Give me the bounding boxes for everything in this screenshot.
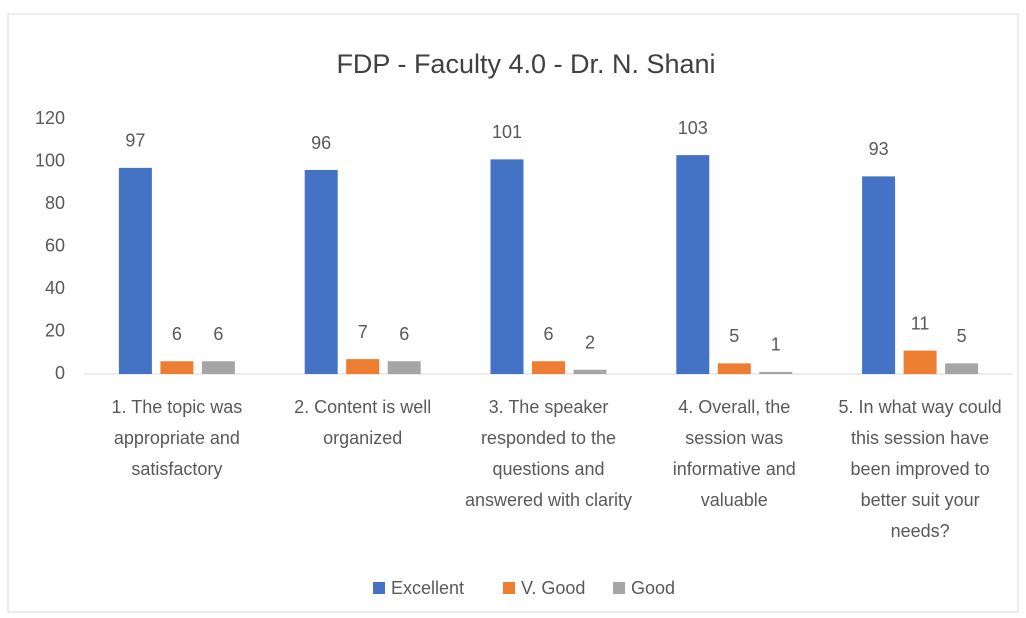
data-label: 6 — [172, 324, 182, 344]
bar — [573, 369, 607, 374]
bar — [862, 176, 896, 374]
data-label: 6 — [543, 324, 553, 344]
bar — [201, 361, 235, 374]
data-label: 1 — [771, 335, 781, 355]
bar — [346, 359, 380, 374]
data-label: 103 — [678, 118, 708, 138]
legend-swatch — [503, 582, 515, 594]
data-label: 5 — [957, 326, 967, 346]
data-label: 7 — [358, 322, 368, 342]
x-tick-label: 3. The speaker responded to the question… — [464, 397, 633, 510]
data-label: 93 — [869, 139, 889, 159]
legend-label: V. Good — [521, 578, 585, 598]
y-tick-label: 60 — [45, 235, 65, 255]
y-tick-label: 80 — [45, 193, 65, 213]
y-tick-label: 100 — [35, 150, 65, 170]
legend-label: Excellent — [391, 578, 464, 598]
y-tick-label: 0 — [55, 363, 65, 383]
legend-swatch — [613, 582, 625, 594]
bar — [676, 155, 710, 374]
data-label: 11 — [911, 313, 930, 333]
data-label: 5 — [729, 326, 739, 346]
legend-label: Good — [631, 578, 675, 598]
y-tick-label: 40 — [45, 278, 65, 298]
bar — [532, 361, 565, 374]
bar — [945, 363, 979, 374]
bar — [304, 170, 338, 374]
bar — [160, 361, 194, 374]
data-label: 2 — [585, 333, 595, 353]
bar — [717, 363, 751, 374]
bar — [759, 371, 793, 374]
data-label: 6 — [399, 324, 409, 344]
data-label: 101 — [492, 122, 522, 142]
x-tick-label: 1. The topic was appropriate and satisfa… — [111, 397, 243, 479]
bar — [118, 167, 152, 374]
y-tick-label: 120 — [35, 108, 65, 128]
bar — [903, 350, 937, 374]
data-label: 6 — [213, 324, 223, 344]
x-tick-label: 4. Overall, the session was informative … — [672, 397, 796, 510]
y-tick-label: 20 — [45, 320, 65, 340]
legend-swatch — [373, 582, 385, 594]
x-tick-label: 5. In what way could this session have b… — [838, 397, 1002, 541]
bar — [490, 159, 524, 374]
data-label: 97 — [125, 131, 145, 151]
data-label: 96 — [311, 133, 331, 153]
chart-title: FDP - Faculty 4.0 - Dr. N. Shani — [336, 49, 715, 79]
bar — [387, 361, 421, 374]
x-tick-label: 2. Content is well organized — [294, 397, 432, 448]
